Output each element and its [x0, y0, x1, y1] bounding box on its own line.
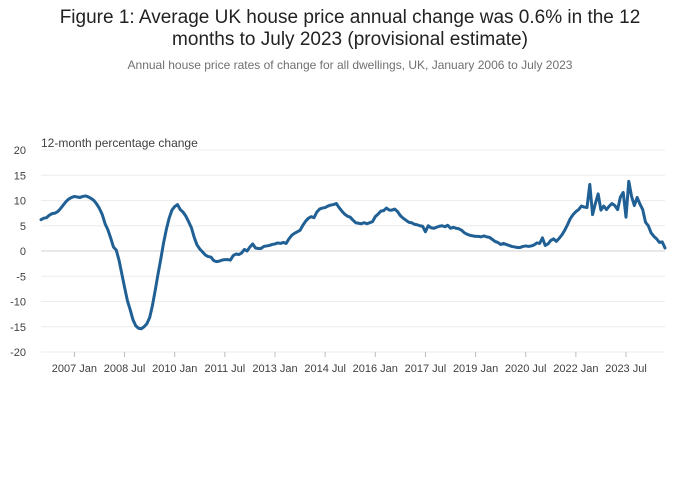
y-tick-label: -15	[10, 322, 26, 334]
chart-title-line-1: Figure 1: Average UK house price annual …	[59, 7, 641, 28]
y-axis-ticks: 20 15 10 5 0 -5 -10 -15 -20	[10, 145, 26, 359]
y-tick-label: 10	[14, 196, 26, 208]
x-tick-label: 2010 Jan	[152, 363, 197, 375]
gridlines	[41, 149, 665, 353]
chart-subtitle: Annual house price rates of change for a…	[127, 58, 573, 72]
series-line	[39, 179, 667, 331]
x-tick-label: 2020 Jul	[505, 363, 547, 375]
x-tick-label: 2014 Jul	[304, 363, 346, 375]
x-tick-label: 2019 Jan	[453, 363, 498, 375]
y-tick-label: 20	[14, 145, 26, 157]
y-tick-label: -20	[10, 347, 26, 359]
x-tick-label: 2007 Jan	[52, 363, 97, 375]
y-tick-label: 5	[20, 221, 26, 233]
x-tick-label: 2023 Jul	[605, 363, 647, 375]
x-tick-label: 2011 Jul	[204, 363, 245, 375]
x-axis-ticks: 2007 Jan 2008 Jul 2010 Jan 2011 Jul 2013 Jan…	[52, 352, 647, 375]
y-tick-label: 15	[14, 170, 26, 182]
y-axis-label: 12-month percentage change	[41, 136, 198, 150]
y-tick-label: 0	[20, 246, 26, 258]
x-tick-label: 2008 Jul	[104, 363, 146, 375]
x-tick-label: 2013 Jan	[252, 363, 297, 375]
chart-title: Figure 1: Average UK house price annual …	[0, 7, 700, 51]
y-tick-label: -5	[16, 271, 26, 283]
y-tick-label: -10	[10, 297, 26, 309]
x-tick-label: 2016 Jan	[353, 363, 398, 375]
x-tick-label: 2022 Jan	[553, 363, 598, 375]
series-layer	[39, 179, 667, 331]
x-tick-label: 2017 Jul	[405, 363, 447, 375]
chart-title-line-2: months to July 2023 (provisional estimat…	[172, 29, 528, 50]
